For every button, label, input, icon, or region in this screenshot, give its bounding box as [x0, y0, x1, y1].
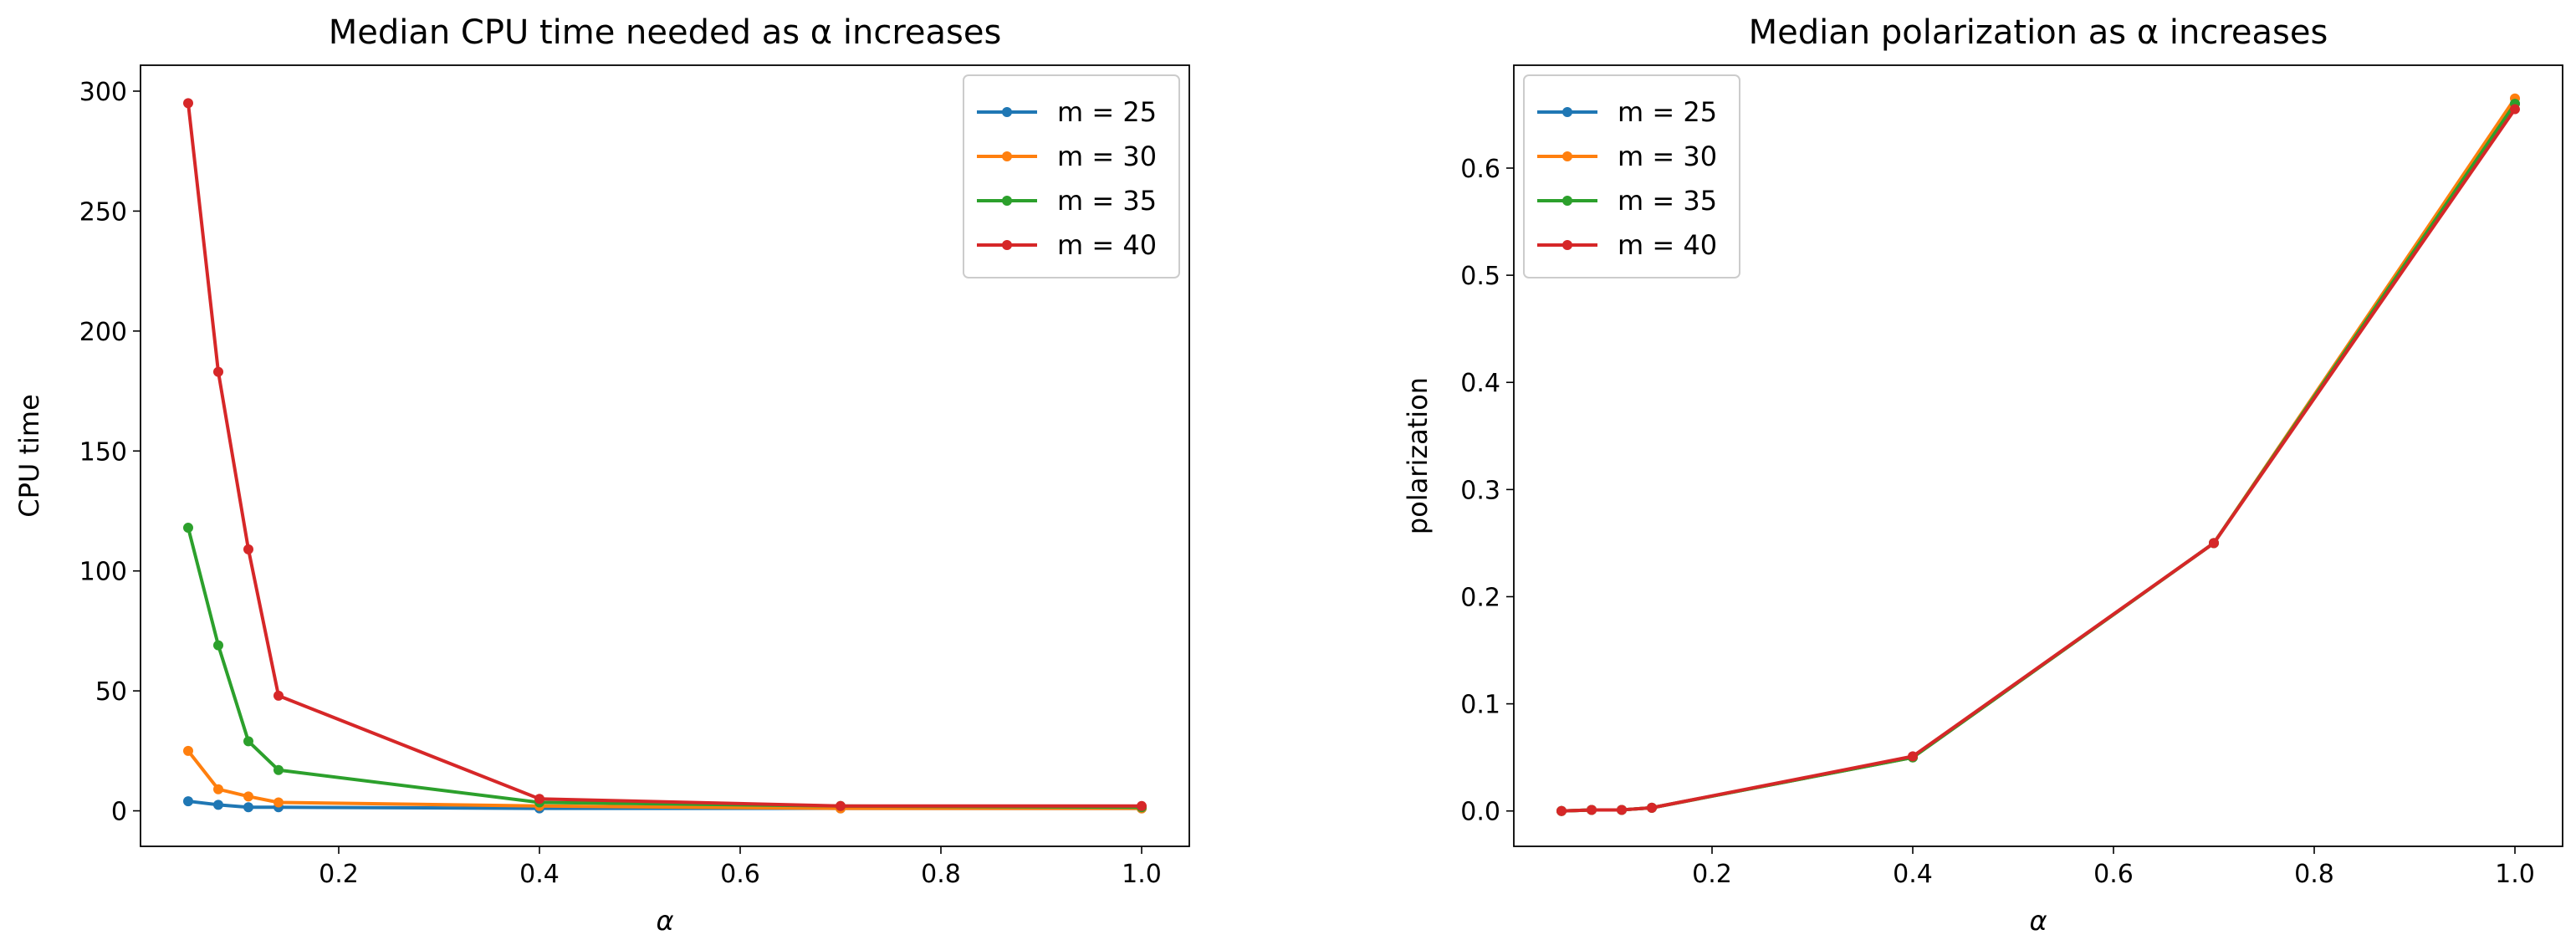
- x-tick-label: 0.8: [2294, 860, 2334, 889]
- x-tick-label: 0.8: [921, 860, 961, 889]
- series-line: [187, 526, 1143, 810]
- legend-marker: [1002, 196, 1012, 206]
- chart-title: Median CPU time needed as α increases: [329, 13, 1002, 52]
- data-point: [243, 544, 253, 554]
- data-point: [1556, 805, 1567, 816]
- data-point: [836, 800, 846, 811]
- legend-marker: [1002, 107, 1012, 117]
- legend-entry: m = 35: [1618, 185, 1717, 217]
- data-point: [213, 640, 223, 651]
- y-tick-label: 200: [79, 318, 127, 347]
- data-point: [183, 98, 193, 109]
- data-point: [1617, 805, 1627, 815]
- legend-entry: m = 30: [1057, 140, 1157, 172]
- legend-marker: [1562, 151, 1572, 161]
- x-tick-label: 0.4: [1893, 860, 1933, 889]
- legend-marker: [1562, 196, 1572, 206]
- y-tick-label: 0.6: [1460, 155, 1500, 184]
- data-point: [213, 366, 223, 377]
- data-point: [273, 797, 284, 808]
- legend-marker: [1002, 240, 1012, 250]
- x-axis-label: α: [2029, 905, 2047, 937]
- y-tick-label: 0.5: [1460, 262, 1500, 291]
- y-tick-label: 0.3: [1460, 476, 1500, 505]
- axes-frame: [140, 64, 1190, 847]
- y-tick-label: 100: [79, 558, 127, 587]
- data-point: [183, 745, 193, 756]
- chart-panel-1: Median CPU time needed as α increases 0.2…: [13, 13, 1190, 937]
- data-point: [213, 800, 223, 810]
- x-tick-label: 0.4: [519, 860, 560, 889]
- legend: m = 25 m = 30 m = 35 m = 40: [1523, 74, 1740, 278]
- y-tick-label: 50: [95, 677, 127, 707]
- legend-marker: [1002, 151, 1012, 161]
- data-point: [1587, 805, 1597, 815]
- data-point: [1647, 802, 1657, 813]
- data-point: [183, 796, 193, 807]
- legend-box: [963, 74, 1180, 278]
- legend-box: [1523, 74, 1740, 278]
- x-axis-label: α: [656, 905, 673, 937]
- y-tick-label: 0.1: [1460, 691, 1500, 720]
- y-axis-label: polarization: [1402, 377, 1434, 534]
- y-tick-label: 0.2: [1460, 583, 1500, 612]
- y-tick-label: 0.4: [1460, 369, 1500, 398]
- legend-entry: m = 25: [1618, 96, 1717, 128]
- data-point: [243, 791, 253, 802]
- x-tick-label: 0.6: [720, 860, 760, 889]
- y-tick-label: 0: [111, 798, 127, 827]
- x-tick-label: 1.0: [1122, 860, 1162, 889]
- chart-title: Median polarization as α increases: [1749, 13, 2328, 52]
- legend-entry: m = 40: [1057, 229, 1157, 261]
- series-m-40: [183, 98, 1147, 811]
- x-tick-label: 0.2: [319, 860, 359, 889]
- data-point: [534, 794, 544, 805]
- data-point: [243, 736, 253, 747]
- data-point: [243, 802, 253, 813]
- series-m-35: [183, 523, 1147, 813]
- y-axis-label: CPU time: [13, 394, 45, 518]
- data-point: [273, 764, 284, 775]
- legend-entry: m = 35: [1057, 185, 1157, 217]
- axes-frame: [1513, 64, 2563, 847]
- x-tick-label: 0.6: [2093, 860, 2134, 889]
- y-tick-label: 250: [79, 197, 127, 227]
- x-tick-label: 1.0: [2495, 860, 2535, 889]
- y-tick-label: 300: [79, 78, 127, 107]
- data-point: [183, 523, 193, 534]
- data-point: [2209, 538, 2219, 549]
- series-line: [187, 748, 1143, 810]
- y-tick-label: 0.0: [1460, 798, 1500, 827]
- y-tick-label: 150: [79, 437, 127, 467]
- legend-entry: m = 40: [1618, 229, 1717, 261]
- series-m-40: [1556, 104, 2520, 816]
- data-point: [1908, 751, 1918, 762]
- legend-marker: [1562, 107, 1572, 117]
- legend-entry: m = 30: [1618, 140, 1717, 172]
- legend: m = 25 m = 30 m = 35 m = 40: [963, 74, 1180, 278]
- data-point: [1137, 800, 1147, 811]
- chart-panel-2: Median polarization as α increases 0.2 0.4…: [1402, 13, 2563, 937]
- data-point: [213, 784, 223, 794]
- legend-entry: m = 25: [1057, 96, 1157, 128]
- legend-marker: [1562, 240, 1572, 250]
- x-tick-label: 0.2: [1692, 860, 1732, 889]
- data-point: [2510, 104, 2520, 115]
- data-point: [273, 690, 284, 701]
